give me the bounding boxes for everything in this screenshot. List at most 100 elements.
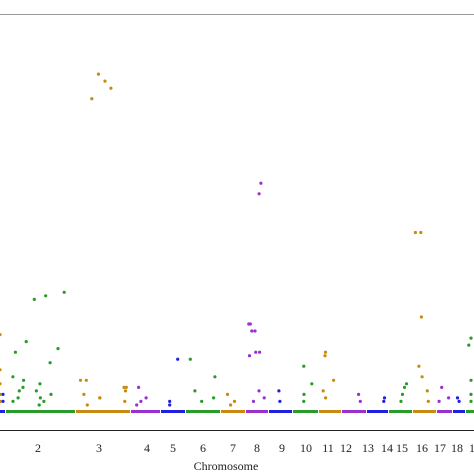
point-chr-8: [259, 181, 263, 185]
point-chr-3: [123, 389, 128, 393]
baseline-segment-chr-7: [221, 410, 245, 413]
point-chr-8: [253, 329, 257, 333]
point-chr-19: [0, 392, 2, 396]
point-chr-14: [400, 392, 405, 396]
x-tick-label: 1: [469, 441, 474, 455]
point-chr-17: [455, 396, 460, 400]
point-chr-14: [402, 385, 407, 389]
baseline-segment-chr-1: [0, 410, 5, 413]
point-chr-14: [404, 382, 409, 386]
point-chr-8: [247, 354, 252, 358]
point-chr-8: [251, 399, 256, 403]
point-chr-4: [137, 385, 141, 389]
point-chr-8: [258, 350, 262, 354]
x-tick-label: 8: [254, 441, 260, 455]
point-chr-4: [135, 403, 139, 407]
point-chr-3: [98, 396, 102, 400]
point-chr-10: [302, 392, 306, 396]
baseline-segment-chr-8: [246, 410, 268, 413]
point-chr-1: [1, 392, 5, 396]
point-chr-19: [0, 399, 2, 403]
point-chr-3: [122, 385, 126, 389]
x-tick-label: 15: [396, 441, 408, 455]
point-chr-18: [469, 378, 473, 382]
point-chr-7: [232, 399, 237, 403]
x-tick-label: 11: [322, 441, 334, 455]
x-tick-label: 13: [362, 441, 374, 455]
point-chr-3: [124, 385, 128, 389]
point-chr-5: [176, 357, 180, 361]
point-chr-3: [78, 378, 83, 382]
point-chr-11: [324, 396, 328, 400]
point-chr-18: [469, 399, 473, 403]
point-chr-6: [193, 389, 197, 393]
point-chr-2: [62, 290, 66, 294]
x-tick-label: 3: [96, 441, 102, 455]
point-chr-2: [11, 375, 15, 379]
point-chr-15: [425, 389, 429, 393]
baseline-segment-chr-16: [437, 410, 452, 413]
point-chr-2: [11, 399, 15, 403]
point-chr-6: [188, 357, 192, 361]
x-tick-label: 16: [416, 441, 428, 455]
point-chr-3: [90, 97, 94, 101]
point-chr-18: [467, 343, 471, 347]
point-chr-3: [109, 86, 113, 90]
baseline-segment-chr-10: [293, 410, 318, 413]
point-chr-2: [24, 340, 28, 344]
point-chr-11: [332, 378, 336, 382]
x-tick-label: 18: [451, 441, 463, 455]
point-chr-19: [0, 368, 2, 372]
point-chr-2: [42, 399, 46, 403]
point-chr-2: [13, 350, 17, 354]
x-tick-label: 5: [170, 441, 176, 455]
point-chr-16: [440, 385, 444, 389]
baseline-band: [0, 410, 474, 413]
point-chr-10: [302, 399, 306, 403]
point-chr-5: [168, 399, 172, 403]
x-tick-label: 4: [144, 441, 150, 455]
point-chr-12: [358, 399, 362, 403]
point-chr-2: [16, 396, 20, 400]
point-chr-4: [139, 399, 143, 403]
point-chr-16: [437, 399, 441, 403]
point-chr-11: [323, 354, 327, 358]
point-chr-8: [247, 322, 251, 326]
point-chr-10: [310, 382, 314, 386]
point-chr-2: [38, 382, 42, 386]
point-chr-6: [212, 396, 216, 400]
point-chr-14: [399, 399, 403, 403]
point-chr-3: [96, 72, 101, 76]
point-chr-13: [382, 399, 386, 403]
point-chr-8: [257, 389, 261, 393]
point-chr-15: [426, 399, 430, 403]
point-chr-4: [144, 396, 148, 400]
point-chr-3: [85, 403, 89, 407]
point-chr-15: [420, 375, 424, 379]
point-chr-6: [213, 375, 217, 379]
point-chr-17: [457, 399, 461, 403]
baseline-segment-chr-4: [131, 410, 160, 413]
point-chr-3: [103, 79, 107, 83]
point-chr-3: [123, 399, 127, 403]
point-chr-8: [250, 329, 254, 333]
point-chr-13: [382, 396, 387, 400]
point-chr-15: [417, 364, 421, 368]
point-chr-19: [0, 382, 2, 386]
point-chr-2: [37, 403, 41, 407]
point-chr-16: [447, 396, 451, 400]
baseline-segment-chr-14: [389, 410, 412, 413]
point-chr-2: [22, 378, 26, 382]
baseline-segment-chr-5: [161, 410, 185, 413]
x-tick-label: 7: [230, 441, 236, 455]
point-chr-2: [48, 361, 52, 365]
point-chr-7: [229, 403, 233, 407]
x-tick-label: 12: [340, 441, 352, 455]
point-chr-9: [278, 399, 282, 403]
point-chr-2: [44, 294, 48, 298]
point-chr-5: [168, 403, 172, 407]
point-chr-8: [262, 396, 266, 400]
point-chr-2: [49, 392, 53, 396]
point-chr-18: [469, 336, 473, 340]
